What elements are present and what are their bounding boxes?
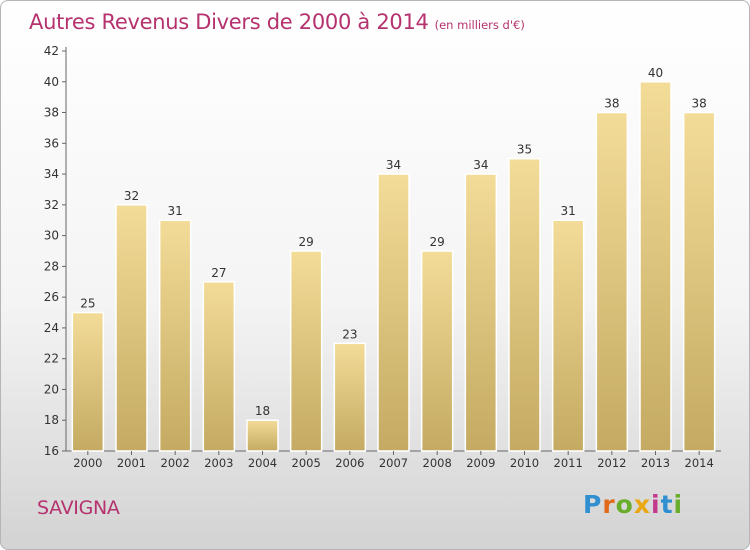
- y-tick-label: 32: [44, 198, 59, 212]
- y-tick-label: 38: [44, 106, 59, 120]
- bar-value-label: 29: [430, 235, 445, 249]
- y-tick-label: 18: [44, 413, 59, 427]
- x-tick-label: 2005: [292, 456, 321, 470]
- bar-value-label: 23: [342, 327, 357, 341]
- bar: [420, 250, 454, 452]
- x-tick-label: 2014: [685, 456, 714, 470]
- bar: [508, 157, 541, 452]
- x-tick-label: 2009: [466, 456, 495, 470]
- bar: [115, 204, 148, 452]
- bar-value-label: 38: [604, 97, 619, 111]
- bar: [71, 311, 105, 452]
- bar: [682, 111, 716, 452]
- bar-value-label: 38: [692, 97, 707, 111]
- bar-value-label: 34: [386, 158, 401, 172]
- bar-value-label: 27: [211, 266, 226, 280]
- chart-subtitle: (en milliers d'€): [434, 18, 525, 32]
- bar-value-label: 31: [561, 204, 576, 218]
- bar: [639, 81, 672, 452]
- bar: [464, 173, 498, 452]
- chart-title-text: Autres Revenus Divers de 2000 à 2014: [29, 10, 429, 34]
- y-tick-label: 30: [44, 229, 59, 243]
- x-tick-label: 2011: [554, 456, 583, 470]
- y-tick-label: 28: [44, 259, 59, 273]
- y-tick-label: 36: [44, 136, 59, 150]
- x-tick-label: 2001: [117, 456, 146, 470]
- commune-name: SAVIGNA: [37, 497, 120, 519]
- x-tick-label: 2008: [423, 456, 452, 470]
- x-tick-label: 2010: [510, 456, 539, 470]
- x-tick-label: 2013: [641, 456, 670, 470]
- y-tick-label: 16: [44, 444, 59, 458]
- bar: [158, 219, 192, 452]
- bar: [289, 250, 323, 452]
- bar: [202, 281, 236, 452]
- bar-value-label: 29: [299, 235, 314, 249]
- x-tick-label: 2002: [161, 456, 190, 470]
- x-tick-label: 2007: [379, 456, 408, 470]
- bar-value-label: 18: [255, 404, 270, 418]
- y-tick-label: 42: [44, 44, 59, 58]
- bar-value-label: 40: [648, 66, 663, 80]
- x-tick-label: 2004: [248, 456, 277, 470]
- y-tick-label: 26: [44, 290, 59, 304]
- x-tick-label: 2003: [204, 456, 233, 470]
- x-tick-label: 2012: [597, 456, 626, 470]
- x-tick-label: 2006: [335, 456, 364, 470]
- x-tick-label: 2000: [73, 456, 102, 470]
- bar-value-label: 32: [124, 189, 139, 203]
- y-tick-label: 20: [44, 382, 59, 396]
- bar: [551, 219, 585, 452]
- y-tick-label: 40: [44, 75, 59, 89]
- bar-value-label: 31: [168, 204, 183, 218]
- bar: [377, 173, 410, 452]
- bar: [246, 419, 279, 452]
- y-tick-label: 24: [44, 321, 59, 335]
- chart-title: Autres Revenus Divers de 2000 à 2014 (en …: [29, 10, 525, 34]
- bar: [333, 342, 367, 452]
- y-tick-label: 22: [44, 352, 59, 366]
- proxiti-logo: Proxiti: [583, 490, 684, 519]
- bar-value-label: 25: [80, 297, 95, 311]
- bar: [595, 111, 629, 452]
- bar-value-label: 34: [473, 158, 488, 172]
- bar-value-label: 35: [517, 143, 532, 157]
- y-tick-label: 34: [44, 167, 59, 181]
